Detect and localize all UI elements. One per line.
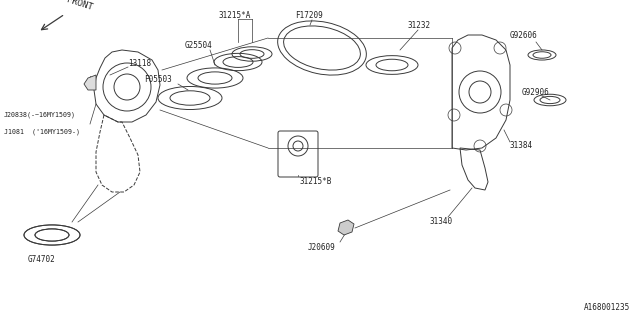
Text: G92606: G92606	[510, 31, 538, 41]
Text: J1081  ('16MY1509-): J1081 ('16MY1509-)	[4, 129, 80, 135]
Polygon shape	[338, 220, 354, 235]
Text: G74702: G74702	[28, 255, 56, 265]
Text: 31232: 31232	[408, 21, 431, 30]
Text: F17209: F17209	[295, 12, 323, 20]
Text: G92906: G92906	[522, 87, 550, 97]
Text: F05503: F05503	[144, 76, 172, 84]
Text: J20838(-~16MY1509): J20838(-~16MY1509)	[4, 112, 76, 118]
Text: 31215*B: 31215*B	[300, 178, 332, 187]
Text: FRONT: FRONT	[65, 0, 93, 12]
Text: 31340: 31340	[430, 218, 453, 227]
Text: 31215*A: 31215*A	[218, 11, 250, 20]
Polygon shape	[84, 75, 96, 90]
Text: G25504: G25504	[185, 42, 212, 51]
Text: 13118: 13118	[128, 59, 151, 68]
Text: A168001235: A168001235	[584, 303, 630, 313]
Text: J20609: J20609	[308, 244, 336, 252]
Text: 31384: 31384	[510, 141, 533, 150]
